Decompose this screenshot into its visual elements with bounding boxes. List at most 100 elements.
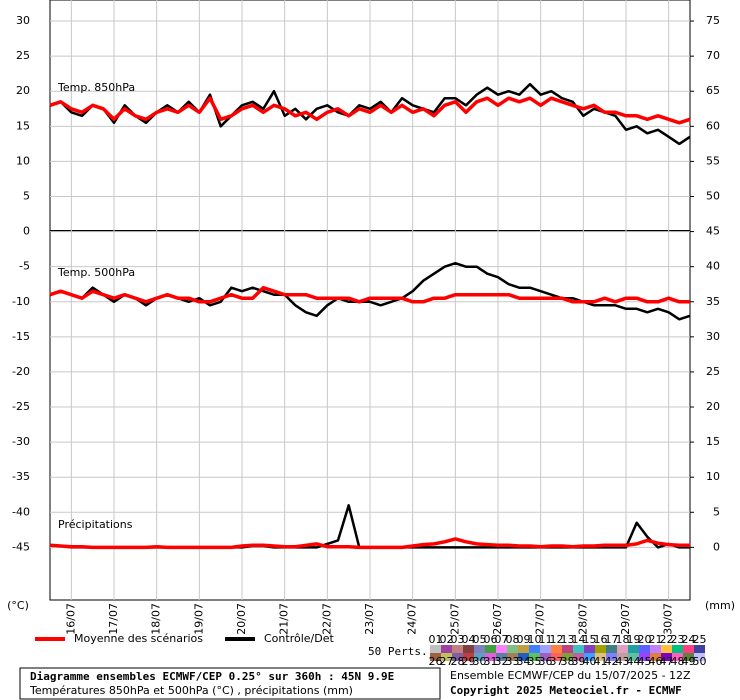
member-swatch xyxy=(628,653,639,661)
member-swatch xyxy=(584,653,595,661)
member-swatch xyxy=(430,653,441,661)
member-swatch xyxy=(595,653,606,661)
member-label: 11 xyxy=(539,633,553,646)
member-label: 39 xyxy=(572,655,586,668)
member-label: 36 xyxy=(539,655,553,668)
y2-tick-label: 70 xyxy=(706,49,720,62)
member-label: 48 xyxy=(671,655,685,668)
member-swatch xyxy=(485,645,496,653)
member-swatch xyxy=(672,645,683,653)
chart-subtitle: Températures 850hPa et 500hPa (°C) , pré… xyxy=(29,684,353,697)
member-label: 29 xyxy=(462,655,476,668)
member-label: 44 xyxy=(627,655,641,668)
member-label: 06 xyxy=(484,633,498,646)
members-label: 50 Perts. xyxy=(368,645,428,658)
member-swatch xyxy=(650,645,661,653)
member-swatch xyxy=(485,653,496,661)
member-label: 37 xyxy=(550,655,564,668)
member-swatch xyxy=(606,653,617,661)
y-tick-label: -45 xyxy=(12,540,30,553)
y-tick-label: -35 xyxy=(12,470,30,483)
member-swatch xyxy=(650,653,661,661)
x-tick-label: 26/07 xyxy=(491,603,504,635)
member-swatch xyxy=(628,645,639,653)
member-swatch xyxy=(617,645,628,653)
member-label: 35 xyxy=(528,655,542,668)
y2-tick-label: 75 xyxy=(706,14,720,27)
panel-label: Précipitations xyxy=(58,518,133,531)
member-label: 23 xyxy=(671,633,685,646)
x-tick-label: 30/07 xyxy=(662,603,675,635)
y2-axis-label: (mm) xyxy=(705,599,735,612)
member-label: 01 xyxy=(429,633,443,646)
member-swatch xyxy=(551,653,562,661)
x-tick-label: 18/07 xyxy=(150,603,163,635)
y2-tick-label: 30 xyxy=(706,330,720,343)
x-tick-label: 19/07 xyxy=(192,603,205,635)
y-axis-label: (°C) xyxy=(7,599,29,612)
member-label: 28 xyxy=(451,655,465,668)
member-label: 45 xyxy=(638,655,652,668)
member-swatch xyxy=(661,645,672,653)
member-label: 31 xyxy=(484,655,498,668)
y-tick-label: -20 xyxy=(12,365,30,378)
member-label: 09 xyxy=(517,633,531,646)
y-tick-label: 30 xyxy=(16,14,30,27)
member-swatch xyxy=(507,653,518,661)
member-label: 15 xyxy=(583,633,597,646)
member-swatch xyxy=(518,653,529,661)
member-swatch xyxy=(551,645,562,653)
member-label: 16 xyxy=(594,633,608,646)
y2-tick-label: 20 xyxy=(706,400,720,413)
y2-tick-label: 45 xyxy=(706,225,720,238)
member-label: 47 xyxy=(660,655,674,668)
member-swatch xyxy=(474,645,485,653)
legend-label: Moyenne des scénarios xyxy=(74,632,203,645)
run-label: Ensemble ECMWF/CEP du 15/07/2025 - 12Z xyxy=(450,669,691,682)
member-swatch xyxy=(639,645,650,653)
y-tick-label: -15 xyxy=(12,330,30,343)
x-tick-label: 25/07 xyxy=(448,603,461,635)
member-swatch xyxy=(452,645,463,653)
member-label: 30 xyxy=(473,655,487,668)
member-swatch xyxy=(639,653,650,661)
member-label: 50 xyxy=(693,655,707,668)
member-swatch xyxy=(518,645,529,653)
member-label: 43 xyxy=(616,655,630,668)
member-swatch xyxy=(463,653,474,661)
y2-tick-label: 50 xyxy=(706,189,720,202)
member-label: 07 xyxy=(495,633,509,646)
member-label: 19 xyxy=(627,633,641,646)
member-label: 04 xyxy=(462,633,476,646)
y-tick-label: -10 xyxy=(12,295,30,308)
member-label: 40 xyxy=(583,655,597,668)
panel-label: Temp. 850hPa xyxy=(57,81,135,94)
member-swatch xyxy=(595,645,606,653)
member-label: 34 xyxy=(517,655,531,668)
member-label: 02 xyxy=(440,633,454,646)
member-label: 32 xyxy=(495,655,509,668)
member-swatch xyxy=(474,653,485,661)
y2-tick-label: 55 xyxy=(706,154,720,167)
member-label: 20 xyxy=(638,633,652,646)
y2-tick-label: 60 xyxy=(706,119,720,132)
member-label: 13 xyxy=(561,633,575,646)
member-swatch xyxy=(496,645,507,653)
member-swatch xyxy=(683,653,694,661)
y-tick-label: 15 xyxy=(16,119,30,132)
member-swatch xyxy=(529,645,540,653)
member-label: 03 xyxy=(451,633,465,646)
x-tick-label: 21/07 xyxy=(278,603,291,635)
member-label: 08 xyxy=(506,633,520,646)
member-label: 21 xyxy=(649,633,663,646)
member-swatch xyxy=(694,645,705,653)
member-swatch xyxy=(617,653,628,661)
y-tick-label: 0 xyxy=(23,225,30,238)
y-tick-label: 10 xyxy=(16,154,30,167)
member-swatch xyxy=(452,653,463,661)
member-swatch xyxy=(529,653,540,661)
member-label: 14 xyxy=(572,633,586,646)
x-tick-label: 20/07 xyxy=(235,603,248,635)
member-swatch xyxy=(573,645,584,653)
y2-tick-label: 0 xyxy=(713,540,720,553)
